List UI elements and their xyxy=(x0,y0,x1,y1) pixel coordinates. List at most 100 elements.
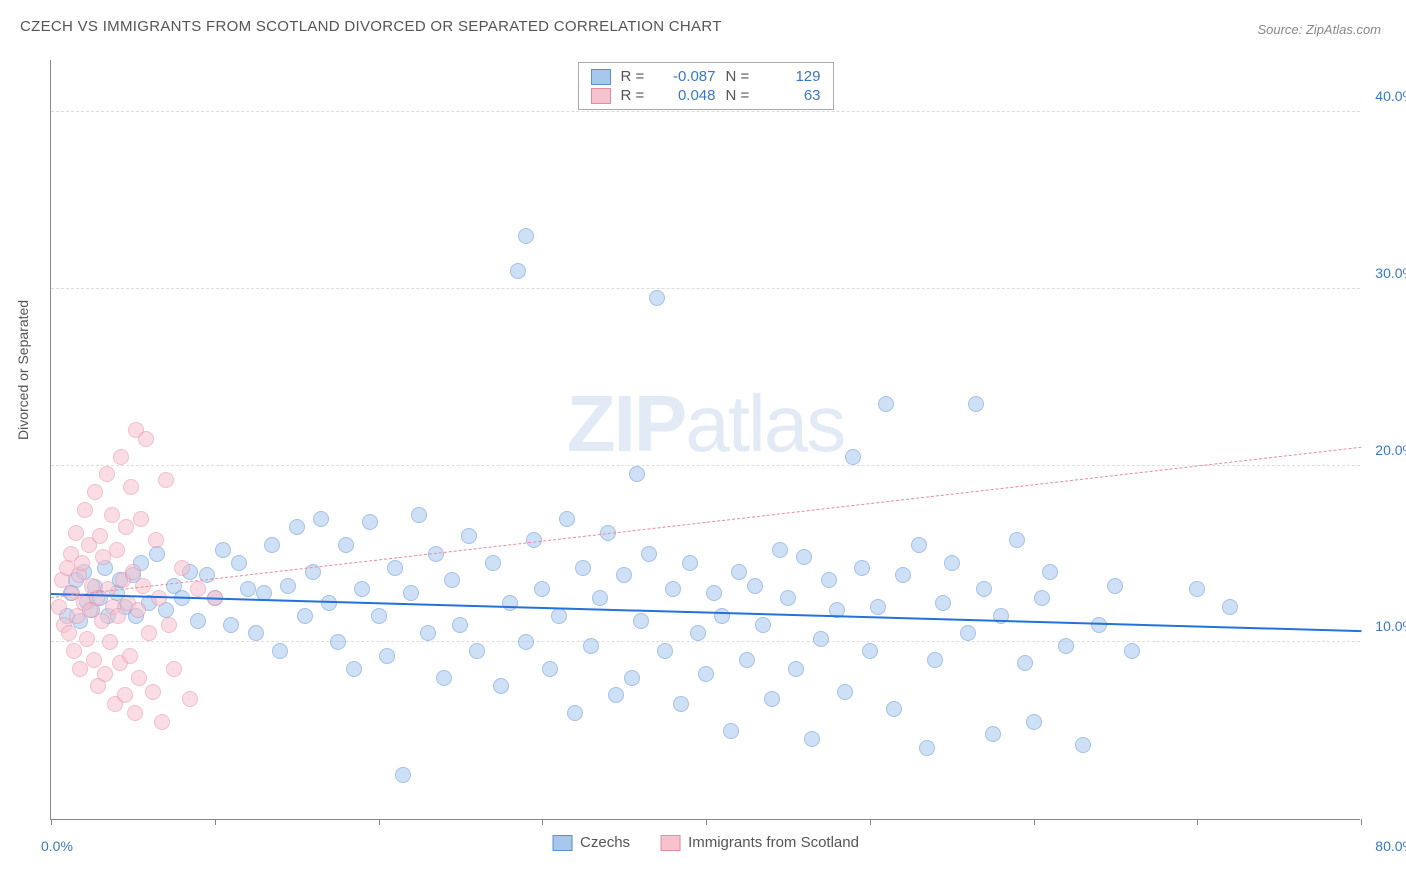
scatter-point xyxy=(886,701,902,717)
scatter-point xyxy=(895,567,911,583)
scatter-point xyxy=(346,661,362,677)
gridline-h xyxy=(51,288,1360,289)
scatter-point xyxy=(608,687,624,703)
scatter-point xyxy=(436,670,452,686)
y-axis-label: Divorced or Separated xyxy=(15,300,31,440)
scatter-point xyxy=(542,661,558,677)
scatter-point xyxy=(567,705,583,721)
scatter-point xyxy=(624,670,640,686)
scatter-point xyxy=(502,595,518,611)
scatter-point xyxy=(297,608,313,624)
scatter-point xyxy=(935,595,951,611)
scatter-point xyxy=(51,599,67,615)
scatter-point xyxy=(117,687,133,703)
scatter-point xyxy=(149,546,165,562)
legend-r-label: R = xyxy=(621,68,651,85)
legend-n-label: N = xyxy=(726,68,756,85)
scatter-point xyxy=(190,613,206,629)
scatter-point xyxy=(518,634,534,650)
scatter-point xyxy=(821,572,837,588)
scatter-point xyxy=(127,705,143,721)
scatter-point xyxy=(1017,655,1033,671)
scatter-point xyxy=(190,581,206,597)
scatter-point xyxy=(280,578,296,594)
y-tick-label: 40.0% xyxy=(1365,88,1406,104)
scatter-point xyxy=(138,431,154,447)
scatter-point xyxy=(657,643,673,659)
scatter-point xyxy=(629,466,645,482)
scatter-point xyxy=(919,740,935,756)
x-tick xyxy=(215,819,216,825)
x-tick xyxy=(51,819,52,825)
scatter-point xyxy=(968,396,984,412)
x-axis-max-label: 80.0% xyxy=(1375,838,1406,854)
scatter-point xyxy=(1189,581,1205,597)
scatter-point xyxy=(493,678,509,694)
trend-line xyxy=(51,447,1361,598)
gridline-h xyxy=(51,465,1360,466)
source-attribution: Source: ZipAtlas.com xyxy=(1257,22,1381,37)
scatter-point xyxy=(927,652,943,668)
scatter-point xyxy=(272,643,288,659)
scatter-point xyxy=(682,555,698,571)
scatter-point xyxy=(74,555,90,571)
scatter-point xyxy=(87,484,103,500)
legend-series-item: Czechs xyxy=(552,834,630,851)
scatter-point xyxy=(698,666,714,682)
watermark: ZIPatlas xyxy=(567,378,844,470)
scatter-point xyxy=(526,532,542,548)
scatter-point xyxy=(583,638,599,654)
series-legend: Czechs Immigrants from Scotland xyxy=(552,834,859,851)
scatter-point xyxy=(575,560,591,576)
scatter-point xyxy=(79,631,95,647)
y-tick-label: 30.0% xyxy=(1365,265,1406,281)
scatter-point xyxy=(796,549,812,565)
scatter-point xyxy=(518,228,534,244)
scatter-point xyxy=(780,590,796,606)
scatter-point xyxy=(739,652,755,668)
scatter-point xyxy=(870,599,886,615)
x-tick xyxy=(706,819,707,825)
x-tick xyxy=(1034,819,1035,825)
scatter-point xyxy=(461,528,477,544)
scatter-point xyxy=(731,564,747,580)
scatter-point xyxy=(109,542,125,558)
legend-swatch xyxy=(660,835,680,851)
legend-correlation-row: R =0.048N =63 xyxy=(591,86,821,105)
scatter-point xyxy=(559,511,575,527)
scatter-point xyxy=(313,511,329,527)
scatter-point xyxy=(944,555,960,571)
scatter-point xyxy=(130,602,146,618)
x-tick xyxy=(379,819,380,825)
scatter-point xyxy=(649,290,665,306)
scatter-point xyxy=(338,537,354,553)
scatter-point xyxy=(1034,590,1050,606)
scatter-point xyxy=(1124,643,1140,659)
legend-series-label: Immigrants from Scotland xyxy=(688,834,859,851)
scatter-point xyxy=(411,507,427,523)
scatter-point xyxy=(362,514,378,530)
scatter-point xyxy=(321,595,337,611)
plot-area: ZIPatlas R =-0.087N =129R =0.048N =63 0.… xyxy=(50,60,1360,820)
scatter-point xyxy=(231,555,247,571)
scatter-point xyxy=(706,585,722,601)
scatter-point xyxy=(673,696,689,712)
scatter-point xyxy=(104,507,120,523)
scatter-point xyxy=(813,631,829,647)
scatter-point xyxy=(641,546,657,562)
scatter-point xyxy=(141,625,157,641)
scatter-point xyxy=(788,661,804,677)
legend-swatch xyxy=(591,88,611,104)
x-tick xyxy=(542,819,543,825)
scatter-point xyxy=(166,661,182,677)
scatter-point xyxy=(960,625,976,641)
scatter-point xyxy=(804,731,820,747)
scatter-point xyxy=(1042,564,1058,580)
scatter-point xyxy=(94,613,110,629)
scatter-point xyxy=(248,625,264,641)
scatter-point xyxy=(633,613,649,629)
scatter-point xyxy=(1107,578,1123,594)
scatter-point xyxy=(403,585,419,601)
gridline-h xyxy=(51,111,1360,112)
scatter-point xyxy=(551,608,567,624)
